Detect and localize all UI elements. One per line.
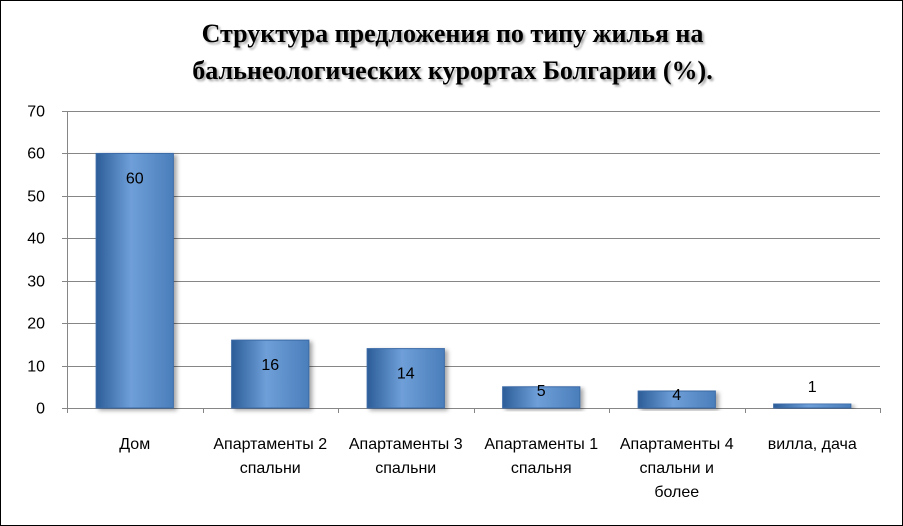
chart-title: Структура предложения по типу жилья на б… <box>1 15 902 89</box>
chart-title-line-2: бальнеологических курортах Болгарии (%). <box>192 56 713 85</box>
category-label: вилла, дача <box>768 436 857 453</box>
y-tick-label: 0 <box>36 401 45 418</box>
category-label: Апартаменты 2 <box>213 436 327 453</box>
data-label: 60 <box>126 170 144 187</box>
grid-lines <box>67 111 880 367</box>
bar <box>231 339 310 409</box>
bar <box>502 386 581 409</box>
bars <box>95 152 852 409</box>
y-tick-label: 30 <box>27 274 45 291</box>
labels: 0 10 20 30 40 50 60 70 60 Дом 16 Апартаменты 2 спаль… <box>27 104 857 502</box>
category-label: Апартаменты 1 <box>484 436 598 453</box>
data-label: 16 <box>261 357 279 374</box>
bar <box>637 390 716 409</box>
y-tick-label: 20 <box>27 316 45 333</box>
bar <box>366 348 445 409</box>
y-tick-label: 40 <box>27 231 45 248</box>
category-label: Апартаменты 3 <box>349 436 463 453</box>
bar <box>95 152 174 409</box>
data-label: 4 <box>672 387 681 404</box>
y-tick-label: 60 <box>27 146 45 163</box>
category-label: Дом <box>119 436 150 453</box>
category-label: спальни <box>375 460 436 477</box>
category-label: более <box>654 484 699 501</box>
y-tick-label: 10 <box>27 359 45 376</box>
category-label: спальни и <box>640 460 714 477</box>
data-label: 5 <box>537 383 546 400</box>
chart-title-line-1: Структура предложения по типу жилья на <box>201 19 704 48</box>
data-label: 14 <box>397 366 415 383</box>
axes <box>62 111 881 413</box>
category-label: спальни <box>240 460 301 477</box>
category-label: спальня <box>511 460 572 477</box>
category-label: Апартаменты 4 <box>620 436 734 453</box>
y-tick-label: 50 <box>27 189 45 206</box>
data-label: 1 <box>808 379 817 396</box>
y-tick-label: 70 <box>27 104 45 121</box>
bar <box>773 403 852 409</box>
